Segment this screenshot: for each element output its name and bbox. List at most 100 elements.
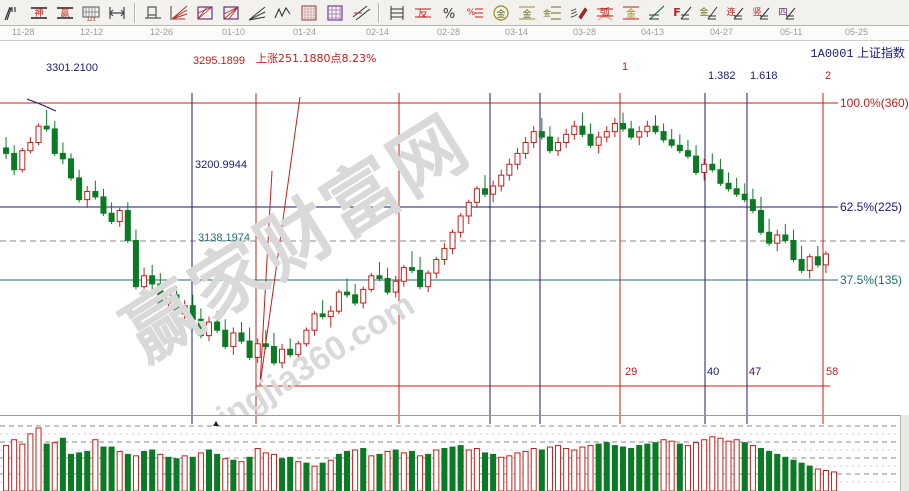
coarse-grid-icon: [325, 4, 345, 22]
fan-lines-icon: [169, 4, 189, 22]
time-marker-label: 1.618: [750, 70, 778, 82]
ladder-button[interactable]: [384, 1, 410, 25]
cycle-count-label: 58: [826, 366, 839, 378]
channel-button[interactable]: [348, 1, 374, 25]
date-tick: 05-25: [845, 27, 869, 37]
chain-line-button[interactable]: 连: [722, 1, 748, 25]
chain-line-icon: 连: [725, 4, 745, 22]
price-label-fib-100: 3295.1899: [193, 55, 245, 67]
gold-circle2-button[interactable]: 金: [618, 1, 644, 25]
gann-box-icon: [195, 4, 215, 22]
date-axis: 11-28 12-12 12-26 01-10 01-24 02-14 02-28 03-14…: [0, 26, 909, 41]
svg-text:62.5%(225): 62.5%(225): [840, 200, 902, 214]
four-split-icon: 四: [777, 4, 797, 22]
gold-circle-button[interactable]: 金: [488, 1, 514, 25]
symbol-name: 上证指数: [856, 46, 905, 60]
rectangle-icon: [143, 4, 163, 22]
cycle-count-label: 40: [707, 366, 720, 378]
win-tool-icon: 赢: [55, 4, 75, 22]
svg-text:37.5%(135): 37.5%(135): [840, 273, 902, 287]
svg-text:四: 四: [778, 8, 787, 18]
volume-pane[interactable]: [0, 415, 909, 491]
fib-retrace-icon: 反: [413, 4, 433, 22]
price-label-pivot-high: 3301.2100: [46, 62, 98, 74]
four-split-button[interactable]: 四: [774, 1, 800, 25]
percent-lines-button[interactable]: %: [462, 1, 488, 25]
svg-text:F: F: [673, 6, 681, 19]
scrollbar-corner[interactable]: [900, 415, 909, 491]
slope-gold-button[interactable]: 金: [696, 1, 722, 25]
cycle-count-label: 29: [625, 366, 638, 378]
gann-fan-icon: [221, 4, 241, 22]
grid-count-icon: 123: [81, 4, 101, 22]
volume-marker-triangle: [213, 421, 219, 426]
svg-text:金: 金: [522, 8, 531, 20]
slope-line-button[interactable]: [644, 1, 670, 25]
zigzag-button[interactable]: [270, 1, 296, 25]
grid-count-button[interactable]: 123: [78, 1, 104, 25]
svg-text:金: 金: [543, 8, 551, 18]
gann-fan-button[interactable]: [218, 1, 244, 25]
ladder-icon: [387, 4, 407, 22]
angle-lines-button[interactable]: [244, 1, 270, 25]
gann-box-button[interactable]: [192, 1, 218, 25]
angle-lines-icon: [247, 4, 267, 22]
fine-grid-button[interactable]: [296, 1, 322, 25]
magic-wand-icon: 神: [29, 4, 49, 22]
svg-text:%: %: [467, 8, 476, 18]
gold-circle-icon: 金: [621, 4, 641, 22]
time-marker-label: 1: [622, 61, 629, 73]
svg-text:彡: 彡: [569, 9, 579, 20]
chart-title: 1A0001 上证指数: [810, 44, 905, 61]
gold-circle-icon: 金: [491, 4, 511, 22]
svg-text:神: 神: [34, 7, 43, 19]
date-tick: 01-10: [222, 27, 246, 37]
fib-arc-icon: 弧: [595, 4, 615, 22]
svg-text:金: 金: [496, 8, 505, 20]
symbol-code: 1A0001: [810, 47, 854, 61]
svg-text:123: 123: [86, 17, 95, 22]
slope-f-button[interactable]: F: [670, 1, 696, 25]
date-tick: 12-12: [80, 27, 104, 37]
price-candlestick-svg: 100.0%(360) 62.5%(225) 37.5%(135): [0, 93, 909, 415]
date-tick: 04-13: [641, 27, 665, 37]
gold-brush-button[interactable]: 彡: [566, 1, 592, 25]
fib-retrace-button[interactable]: 反: [410, 1, 436, 25]
date-tick: 05-11: [780, 27, 803, 37]
date-tick: 01-24: [293, 27, 317, 37]
date-tick: 12-26: [150, 27, 174, 37]
trend-line-icon: [3, 4, 23, 22]
fib-arc-button[interactable]: 弧: [592, 1, 618, 25]
measure-icon: [107, 4, 127, 22]
toolbar[interactable]: 神 赢 123: [0, 0, 909, 26]
toolbar-separator-2: [378, 2, 380, 23]
toolbar-separator-1: [134, 2, 136, 23]
gold-brush-icon: 彡: [569, 4, 589, 22]
date-tick: 03-14: [505, 27, 529, 37]
percent-lines-icon: %: [465, 4, 485, 22]
svg-text:赢: 赢: [60, 7, 69, 19]
percent-icon: %: [439, 4, 459, 22]
price-chart-pane[interactable]: 100.0%(360) 62.5%(225) 37.5%(135) 赢家财富网 ww…: [0, 41, 909, 415]
percent-button[interactable]: %: [436, 1, 462, 25]
svg-text:金: 金: [626, 7, 636, 20]
slope-line-icon: [647, 4, 667, 22]
volume-bars-svg: [0, 416, 909, 491]
win-tool-button[interactable]: 赢: [52, 1, 78, 25]
trend-line-button[interactable]: [0, 1, 26, 25]
magic-tool-button[interactable]: 神: [26, 1, 52, 25]
vertical-split-button[interactable]: 竖: [748, 1, 774, 25]
measure-button[interactable]: [104, 1, 130, 25]
gold-band-button[interactable]: 金: [514, 1, 540, 25]
gold-split-button[interactable]: 金: [540, 1, 566, 25]
move-summary-label: 上涨251.1880点8.23%: [256, 52, 377, 65]
svg-text:反: 反: [418, 8, 428, 20]
fan-lines-button[interactable]: [166, 1, 192, 25]
svg-text:连: 连: [726, 6, 735, 18]
date-tick: 02-28: [437, 27, 461, 37]
channel-icon: [351, 4, 371, 22]
time-marker-label: 1.382: [708, 70, 736, 82]
coarse-grid-button[interactable]: [322, 1, 348, 25]
gold-split-icon: 金: [543, 4, 563, 22]
rectangle-button[interactable]: [140, 1, 166, 25]
